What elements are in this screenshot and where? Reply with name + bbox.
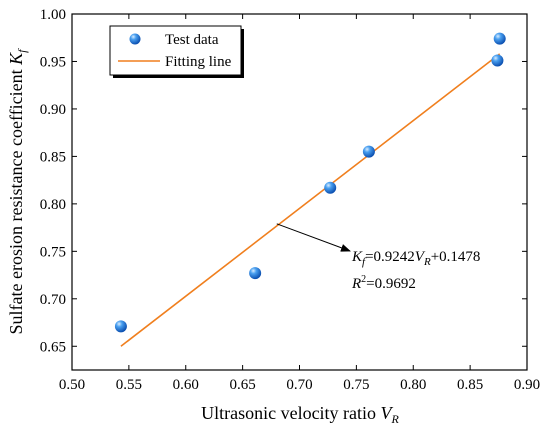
y-tick-label: 0.85 [40,149,66,165]
x-axis-ticks: 0.50 0.55 0.60 0.65 0.70 0.75 0.80 0.85 0.90 [59,14,540,393]
x-tick-label: 0.75 [343,377,369,393]
data-point [362,145,375,158]
y-axis-ticks: 0.65 0.70 0.75 0.80 0.85 0.90 0.95 1.00 [40,7,527,355]
y-tick-label: 0.70 [40,292,66,308]
y-axis-title: Sulfate erosion resistance coefficient K… [6,48,29,335]
legend-marker-test-data [129,33,141,45]
r-squared: R2=0.9692 [351,274,416,292]
data-point [491,54,504,67]
x-tick-label: 0.90 [514,377,540,393]
x-axis-title: Ultrasonic velocity ratio VR [201,403,399,426]
y-tick-label: 0.90 [40,102,66,118]
x-tick-label: 0.60 [173,377,199,393]
data-point [493,32,506,45]
equation-annotation: Kf=0.9242VR+0.1478 R2=0.9692 [276,223,480,292]
legend-label-fitting-line: Fitting line [165,54,232,70]
y-tick-label: 0.95 [40,54,66,70]
data-point [249,267,262,280]
y-tick-label: 0.80 [40,197,66,213]
data-point [114,320,127,333]
x-tick-label: 0.85 [457,377,483,393]
test-data-layer [114,32,506,333]
legend-label-test-data: Test data [165,32,219,48]
y-tick-label: 1.00 [40,7,66,23]
data-point [324,181,337,194]
x-tick-label: 0.55 [116,377,142,393]
x-tick-label: 0.50 [59,377,85,393]
x-tick-label: 0.70 [286,377,312,393]
legend-box [109,25,242,76]
y-tick-label: 0.65 [40,339,66,355]
annotation-arrow [276,223,351,252]
fit-equation: Kf=0.9242VR+0.1478 [351,249,480,268]
x-tick-label: 0.80 [400,377,426,393]
fitting-line-layer [120,53,501,347]
fitting-line [120,53,501,347]
legend: Test data Fitting line [109,25,244,78]
y-tick-label: 0.75 [40,244,66,260]
x-tick-label: 0.65 [230,377,256,393]
